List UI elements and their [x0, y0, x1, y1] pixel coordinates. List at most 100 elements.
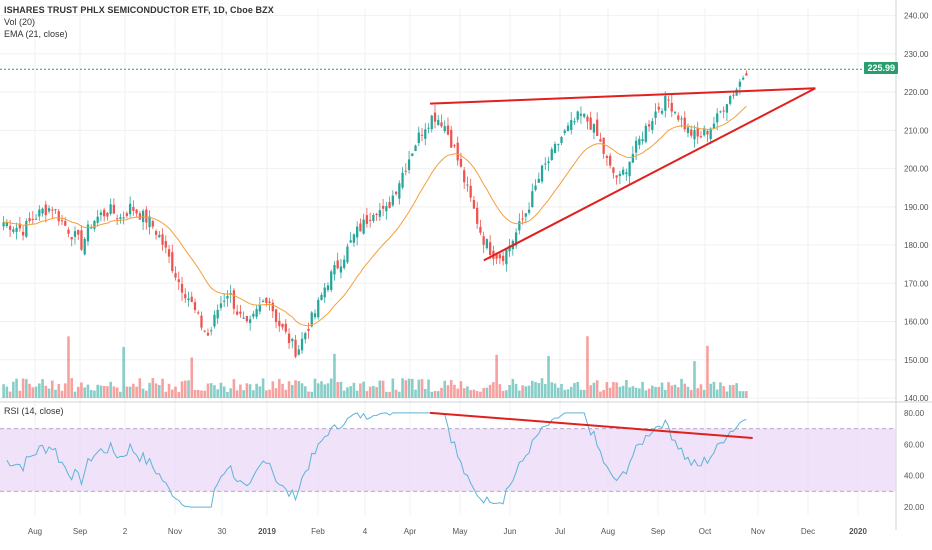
volume-bar [391, 378, 395, 398]
rsi-tick-label: 20.00 [904, 503, 925, 512]
volume-bar [680, 378, 683, 398]
volume-bar [80, 382, 83, 398]
volume-bar [553, 383, 557, 398]
volume-indicator-label[interactable]: Vol (20) [4, 17, 36, 27]
volume-bar [492, 382, 495, 398]
candle-body [570, 120, 573, 131]
volume-bar [407, 378, 411, 398]
candle-body [349, 240, 352, 243]
time-axis: Aug Sep 2 Nov 30 2019 Feb 4 Apr May Jun Jul Aug Sep Oc… [28, 527, 868, 536]
volume-bar [141, 388, 145, 398]
candle-body [54, 209, 57, 211]
volume-bar [226, 391, 229, 398]
candle-body [628, 161, 631, 177]
candle-body [463, 170, 466, 183]
candle-body [745, 73, 748, 76]
volume-bar [728, 385, 732, 398]
volume-bar [365, 391, 369, 398]
candle-body [197, 312, 200, 314]
volume-bar [252, 390, 255, 398]
candle-body [609, 155, 612, 166]
time-tick-label: Aug [28, 527, 42, 536]
candle-body [362, 219, 365, 234]
candle-body [268, 301, 271, 303]
candle-body [677, 115, 680, 120]
volume-bar [47, 388, 51, 398]
candle-body [618, 173, 622, 176]
ema-indicator-label[interactable]: EMA (21, close) [4, 29, 68, 39]
volume-bar [216, 389, 219, 398]
candle-body [391, 195, 394, 206]
volume-bar [527, 385, 531, 398]
candle-body [673, 111, 677, 113]
rsi-divergence-line [430, 411, 753, 439]
volume-bar [456, 388, 460, 398]
volume-bar [57, 384, 61, 398]
candle-body [583, 113, 586, 117]
candle-body [453, 145, 456, 147]
candle-body [320, 294, 323, 301]
volume-bar [15, 378, 18, 398]
volume-bar [537, 383, 541, 398]
candle-body [596, 119, 599, 136]
candle-body [631, 154, 634, 163]
volume-bar [547, 356, 550, 398]
candle-body [670, 102, 673, 112]
volume-bar [608, 387, 612, 398]
volume-bar [411, 378, 414, 398]
candle-body [699, 136, 703, 138]
rsi-band [0, 428, 896, 492]
volume-bar [352, 382, 356, 398]
candle-body [73, 231, 77, 237]
volume-bar [534, 381, 537, 398]
rsi-indicator-label[interactable]: RSI (14, close) [4, 406, 64, 416]
volume-bar [67, 336, 70, 398]
candle-body [167, 249, 171, 257]
candle-body [664, 95, 667, 111]
volume-bar [342, 390, 346, 398]
volume-bar [706, 345, 709, 398]
candle-body [200, 315, 203, 328]
volume-bar [738, 391, 742, 398]
volume-bar [112, 386, 116, 398]
candle-body [589, 117, 592, 130]
candle-body [47, 208, 51, 212]
volume-bar [294, 380, 297, 398]
candle-body [226, 296, 229, 299]
volume-bar [222, 386, 226, 398]
candle-body [203, 330, 206, 332]
volume-bar [164, 391, 168, 398]
candle-body [138, 213, 141, 220]
candle-body [644, 125, 647, 142]
volume-bar [488, 384, 492, 398]
volume-bar [631, 386, 635, 398]
volume-bar [336, 382, 339, 398]
candle-body [560, 137, 563, 143]
candle-body [44, 204, 47, 216]
candle-body [346, 246, 349, 263]
candle-body [482, 236, 485, 245]
volume-bar [715, 389, 719, 398]
volume-bar [346, 387, 349, 398]
axis-background [896, 0, 932, 550]
candle-body [696, 128, 699, 137]
candle-body [21, 231, 25, 236]
volume-bar [647, 388, 651, 398]
candle-body [576, 111, 579, 120]
volume-bar [258, 386, 262, 398]
candle-body [514, 232, 518, 246]
candle-body [210, 330, 213, 332]
volume-bar [719, 382, 722, 398]
volume-bar [566, 389, 570, 398]
candle-body [174, 273, 177, 278]
candle-body [77, 230, 80, 235]
volume-bar [479, 391, 482, 398]
volume-bar [436, 391, 440, 398]
candle-body [2, 222, 5, 227]
candle-body [719, 111, 722, 113]
candle-body [557, 143, 560, 145]
volume-bar [689, 389, 693, 398]
volume-bar [161, 378, 164, 398]
candle-body [472, 200, 476, 209]
